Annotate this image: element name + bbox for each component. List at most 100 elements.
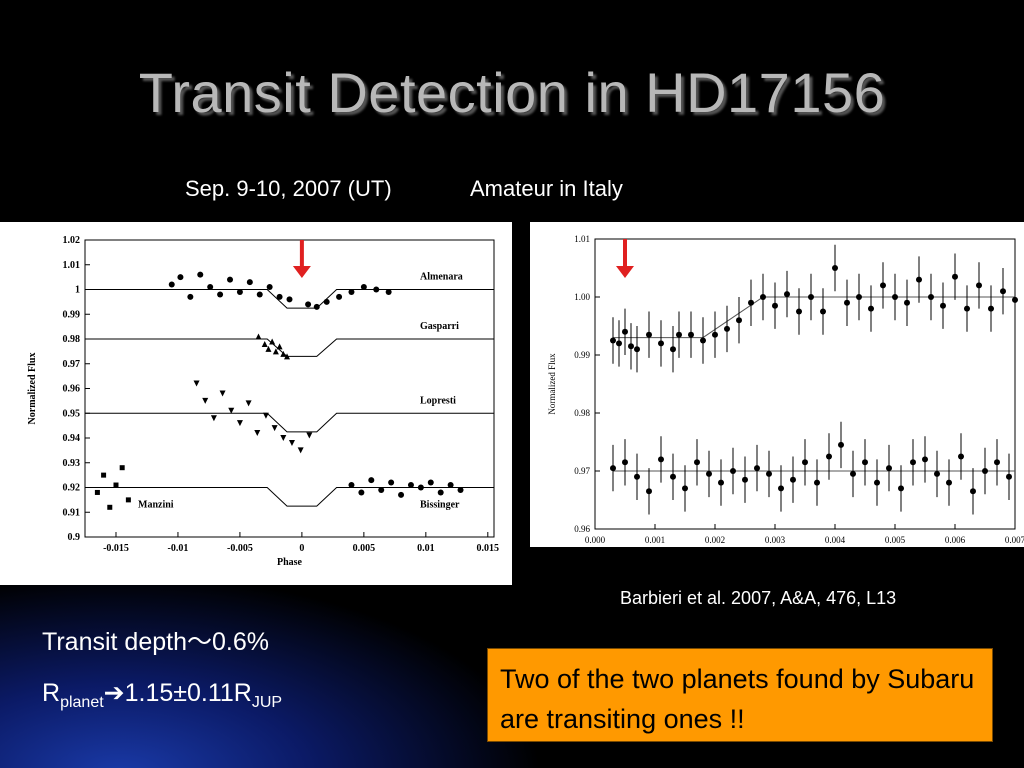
data-point (219, 390, 226, 397)
data-point (886, 465, 892, 472)
y-tick-label: 0.93 (63, 458, 81, 469)
data-point (280, 435, 287, 441)
transit-arrow-head (292, 266, 311, 278)
data-point (276, 293, 283, 300)
data-point (119, 465, 125, 471)
data-point (832, 265, 838, 271)
data-point (262, 412, 269, 419)
data-point (796, 308, 802, 315)
x-tick-label: 0.005 (353, 543, 376, 554)
y-tick-label: 0.92 (63, 483, 81, 494)
data-point (730, 468, 736, 474)
data-point (748, 299, 754, 306)
y-tick-label: 0.97 (63, 359, 81, 370)
x-tick-label: 0.004 (825, 535, 846, 545)
y-tick-label: 0.96 (63, 384, 81, 395)
data-point (622, 459, 628, 466)
data-point (256, 291, 263, 298)
right-light-curve-chart: 0.000 0.001 0.002 0.003 0.004 0.005 0.006 0.007… (547, 234, 1024, 559)
series-label: Gasparri (420, 321, 459, 332)
data-point (736, 317, 742, 324)
model-curve (85, 338, 494, 357)
data-point (197, 271, 204, 278)
data-point (373, 286, 380, 293)
x-tick-label: 0.01 (417, 543, 435, 554)
x-tick-label: -0.005 (227, 543, 253, 554)
data-point (766, 470, 772, 477)
citation: Barbieri et al. 2007, A&A, 476, L13 (620, 588, 897, 608)
data-point (772, 302, 778, 309)
data-point (976, 282, 982, 289)
data-point (378, 486, 385, 493)
data-point (928, 294, 934, 300)
y-tick-label: 1.01 (574, 234, 590, 244)
y-tick-label: 1.02 (63, 235, 81, 246)
plot-frame (84, 239, 495, 538)
data-point (1006, 473, 1012, 480)
data-point (904, 299, 910, 306)
x-tick-label: 0.001 (645, 535, 665, 545)
y-tick-label: 0.99 (574, 350, 590, 360)
data-point (348, 288, 355, 295)
x-tick-label: -0.01 (168, 543, 189, 554)
transit-depth: Transit depth〜0.6% (42, 622, 269, 658)
x-tick-label: 0.006 (945, 535, 966, 545)
series-label: Manzini (138, 499, 174, 510)
data-point (838, 441, 844, 448)
data-point (898, 485, 904, 492)
data-point (236, 288, 243, 295)
series-label: Bissinger (420, 499, 460, 510)
x-tick-label: 0 (299, 543, 304, 554)
data-point (922, 456, 928, 463)
data-point (892, 294, 898, 300)
data-point (910, 459, 916, 466)
data-point (874, 479, 880, 486)
data-point (808, 294, 814, 300)
data-point (610, 337, 616, 344)
y-axis-label: Normalized Flux (547, 353, 557, 415)
data-point (407, 482, 414, 489)
data-point (113, 482, 119, 488)
data-point (228, 407, 235, 414)
data-point (348, 482, 355, 489)
data-point (1000, 288, 1006, 295)
data-point (358, 489, 365, 496)
data-point (634, 473, 640, 480)
model-curve (85, 412, 494, 433)
data-point (107, 504, 113, 510)
data-point (958, 453, 964, 460)
data-point (305, 301, 312, 308)
y-tick-label: 0.97 (574, 466, 590, 476)
data-point (168, 281, 175, 288)
data-point (940, 302, 946, 309)
data-point (862, 459, 868, 466)
data-point (288, 439, 295, 446)
data-point (850, 470, 856, 477)
data-point (844, 299, 850, 306)
data-point (187, 293, 194, 300)
data-point (202, 397, 209, 404)
data-point (284, 353, 291, 360)
y-tick-label: 0.91 (63, 507, 81, 518)
data-point (245, 400, 252, 407)
data-point (934, 470, 940, 477)
radius-subscript-planet: planet (60, 694, 104, 711)
data-point (616, 340, 622, 347)
data-point (1012, 296, 1018, 303)
data-point (255, 333, 262, 340)
data-point (246, 279, 253, 286)
date-label: Sep. 9-10, 2007 (UT) (185, 176, 392, 201)
x-tick-label: 0.005 (885, 535, 906, 545)
data-point (276, 343, 283, 350)
data-point (207, 284, 214, 291)
data-point (670, 473, 676, 480)
data-point (286, 296, 293, 303)
slide-title: Transit Detection in HD17156 (138, 61, 886, 124)
data-point (784, 291, 790, 298)
data-point (802, 459, 808, 466)
data-point (826, 453, 832, 460)
data-point (856, 294, 862, 300)
data-point (712, 331, 718, 338)
data-point (982, 468, 988, 474)
y-tick-label: 0.95 (63, 408, 81, 419)
